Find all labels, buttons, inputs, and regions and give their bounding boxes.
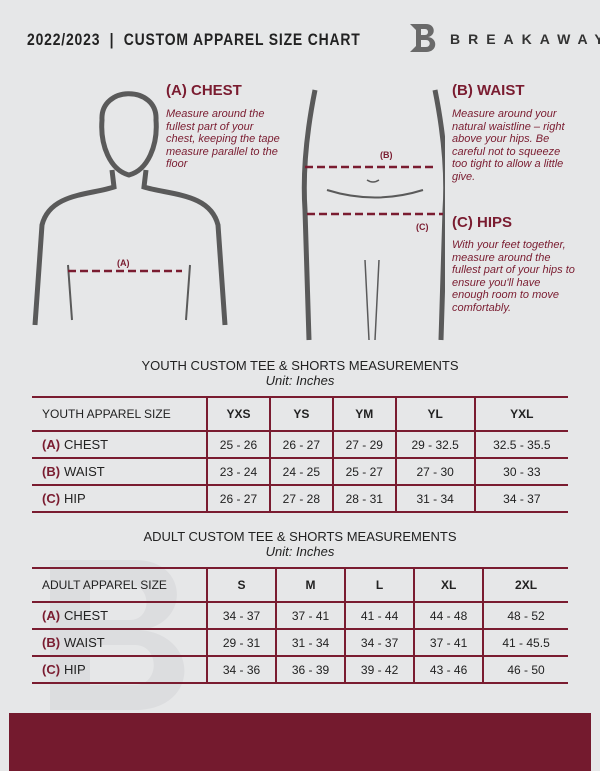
- hips-description: With your feet together, measure around …: [452, 239, 575, 314]
- page-title: 2022/2023 | CUSTOM APPAREL SIZE CHART: [27, 30, 361, 49]
- youth-unit: Unit: Inches: [265, 373, 335, 388]
- size-header: M: [275, 567, 346, 602]
- measurement-name: CHEST: [64, 437, 109, 452]
- measurement-value: 30 - 33: [473, 457, 568, 485]
- measurement-label: (C) HIP: [32, 655, 207, 684]
- table-header-row: YOUTH APPAREL SIZE YXS YS YM YL YXL: [32, 396, 568, 431]
- measurement-key: (C): [42, 491, 61, 506]
- measurement-value: 43 - 46: [413, 655, 484, 684]
- chest-heading: (A) CHEST: [166, 82, 242, 99]
- waist-description: Measure around your natural waistline – …: [452, 108, 565, 183]
- size-header: YXL: [473, 396, 568, 431]
- measurement-name: HIP: [64, 662, 86, 677]
- youth-section-header: YOUTH CUSTOM TEE & SHORTS MEASUREMENTS U…: [0, 358, 600, 388]
- adult-title: ADULT CUSTOM TEE & SHORTS MEASUREMENTS: [143, 529, 457, 544]
- hips-marker: (C): [416, 222, 429, 232]
- measurement-key: (A): [42, 608, 61, 623]
- adult-unit: Unit: Inches: [265, 544, 335, 559]
- size-header: YM: [331, 396, 396, 431]
- brand-logo-icon: [410, 24, 436, 52]
- table-row: (C) HIP 34 - 36 36 - 39 39 - 42 43 - 46 46 - 5…: [32, 655, 568, 684]
- measurement-value: 25 - 27: [331, 457, 396, 485]
- measurement-label: (A) CHEST: [32, 430, 207, 458]
- measurement-value: 27 - 29: [331, 430, 396, 458]
- measurement-value: 27 - 28: [268, 484, 333, 513]
- table-row: (B) WAIST 23 - 24 24 - 25 25 - 27 27 - 30 30 -…: [32, 457, 568, 485]
- measurement-name: WAIST: [64, 635, 105, 650]
- measurement-value: 34 - 37: [344, 628, 415, 656]
- size-label: ADULT APPAREL SIZE: [32, 567, 207, 602]
- measurement-value: 32.5 - 35.5: [473, 430, 568, 458]
- measurement-value: 29 - 31: [205, 628, 277, 656]
- size-header: S: [205, 567, 277, 602]
- size-header: XL: [413, 567, 484, 602]
- measurement-label: (A) CHEST: [32, 601, 207, 629]
- measurement-value: 39 - 42: [344, 655, 415, 684]
- measurement-value: 24 - 25: [268, 457, 333, 485]
- measurement-key: (B): [42, 464, 61, 479]
- waist-hips-figure-illustration: [301, 89, 445, 341]
- measurement-label: (B) WAIST: [32, 628, 207, 656]
- size-label: YOUTH APPAREL SIZE: [32, 396, 207, 431]
- measurement-value: 41 - 45.5: [482, 628, 568, 656]
- size-header: 2XL: [482, 567, 568, 602]
- measurement-value: 46 - 50: [482, 655, 568, 684]
- waist-marker: (B): [380, 150, 393, 160]
- table-header-row: ADULT APPAREL SIZE S M L XL 2XL: [32, 567, 568, 602]
- size-header: L: [344, 567, 415, 602]
- footer-band: [9, 713, 591, 771]
- size-header: YXS: [206, 396, 270, 431]
- measurement-name: CHEST: [64, 608, 109, 623]
- measurement-value: 37 - 41: [413, 628, 484, 656]
- measurement-value: 36 - 39: [275, 655, 346, 684]
- chest-marker: (A): [117, 258, 130, 268]
- measurement-key: (C): [42, 662, 61, 677]
- chest-description: Measure around the fullest part of your …: [166, 108, 280, 170]
- measurement-name: HIP: [64, 491, 86, 506]
- youth-size-table: YOUTH APPAREL SIZE YXS YS YM YL YXL (A) CHEST 25…: [32, 396, 568, 513]
- size-header: YL: [394, 396, 475, 431]
- measurement-value: 27 - 30: [394, 457, 475, 485]
- table-row: (A) CHEST 34 - 37 37 - 41 41 - 44 44 - 48 48 -…: [32, 601, 568, 629]
- measurement-value: 31 - 34: [394, 484, 475, 513]
- measurement-value: 34 - 37: [205, 601, 277, 629]
- measurement-value: 23 - 24: [206, 457, 270, 485]
- measurement-value: 48 - 52: [482, 601, 568, 629]
- hips-heading: (C) HIPS: [452, 214, 512, 231]
- waist-heading: (B) WAIST: [452, 82, 525, 99]
- measurement-label: (C) HIP: [32, 484, 207, 513]
- brand-name: BREAKAWAY: [450, 31, 600, 47]
- measurement-value: 26 - 27: [206, 484, 270, 513]
- measurement-value: 34 - 36: [205, 655, 277, 684]
- measurement-name: WAIST: [64, 464, 105, 479]
- measurement-label: (B) WAIST: [32, 457, 207, 485]
- measurement-value: 34 - 37: [473, 484, 568, 513]
- measurement-value: 28 - 31: [331, 484, 396, 513]
- measurement-value: 44 - 48: [413, 601, 484, 629]
- measurement-value: 41 - 44: [344, 601, 415, 629]
- measurement-key: (A): [42, 437, 61, 452]
- chest-figure-illustration: [32, 91, 228, 326]
- youth-title: YOUTH CUSTOM TEE & SHORTS MEASUREMENTS: [141, 358, 459, 373]
- table-row: (A) CHEST 25 - 26 26 - 27 27 - 29 29 - 32.5 32…: [32, 430, 568, 458]
- measurement-value: 26 - 27: [268, 430, 333, 458]
- measurement-value: 31 - 34: [275, 628, 346, 656]
- measurement-value: 25 - 26: [206, 430, 270, 458]
- adult-size-table: ADULT APPAREL SIZE S M L XL 2XL (A) CHEST 34 - 3…: [32, 567, 568, 684]
- table-row: (B) WAIST 29 - 31 31 - 34 34 - 37 37 - 41 41 -…: [32, 628, 568, 656]
- measurement-value: 29 - 32.5: [394, 430, 475, 458]
- measurement-key: (B): [42, 635, 61, 650]
- table-row: (C) HIP 26 - 27 27 - 28 28 - 31 31 - 34 34 - 3…: [32, 484, 568, 513]
- size-header: YS: [268, 396, 333, 431]
- measurement-value: 37 - 41: [275, 601, 346, 629]
- adult-section-header: ADULT CUSTOM TEE & SHORTS MEASUREMENTS U…: [0, 529, 600, 559]
